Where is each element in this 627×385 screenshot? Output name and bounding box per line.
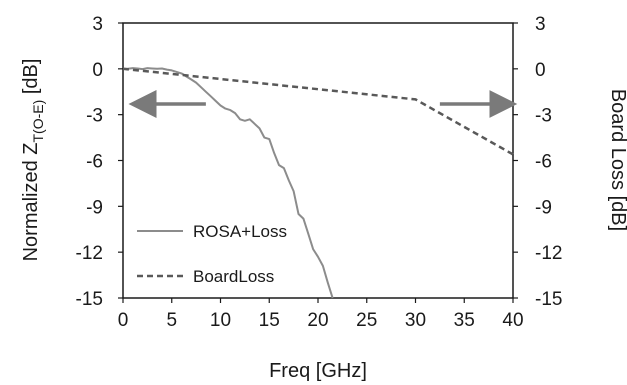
y-right-tick-label: 0 <box>535 60 546 81</box>
x-tick-label: 10 <box>210 310 231 331</box>
y-right-tick-label: -9 <box>535 197 552 218</box>
y-left-tick-label: -6 <box>86 152 103 173</box>
x-tick-label: 0 <box>118 310 129 331</box>
y-right-tick-label: -3 <box>535 106 552 127</box>
x-tick-label: 20 <box>307 310 328 331</box>
y-left-tick-label: -9 <box>86 197 103 218</box>
x-axis: 0 5 10 15 20 25 30 35 40 <box>118 298 524 331</box>
y-right-tick-label: -12 <box>535 243 562 264</box>
x-tick-label: 5 <box>166 310 177 331</box>
legend-label-boardloss: BoardLoss <box>193 267 274 286</box>
y-axis-left-title-subscript: T(O-E) <box>30 100 46 143</box>
y-right-tick-label: -6 <box>535 152 552 173</box>
y-left-tick-label: 0 <box>92 60 103 81</box>
y-axis-left-title: Normalized ZT(O-E) [dB] <box>20 59 46 262</box>
y-right-tick-label: 3 <box>535 14 546 35</box>
x-tick-label: 35 <box>454 310 475 331</box>
y-axis-right-title: Board Loss [dB] <box>607 89 627 231</box>
series-line-rosa-loss <box>123 67 334 299</box>
x-tick-label: 15 <box>259 310 280 331</box>
legend-label-rosa-loss: ROSA+Loss <box>193 222 287 241</box>
x-axis-title: Freq [GHz] <box>269 360 367 382</box>
y-axis-left: 3 0 -3 -6 -9 -12 -15 <box>76 14 123 310</box>
legend: ROSA+Loss BoardLoss <box>137 222 287 286</box>
x-tick-label: 25 <box>356 310 377 331</box>
y-left-tick-label: 3 <box>92 14 103 35</box>
y-right-tick-label: -15 <box>535 289 562 310</box>
y-left-tick-label: -12 <box>76 243 103 264</box>
series-layer <box>122 67 514 299</box>
y-left-tick-label: -3 <box>86 106 103 127</box>
y-axis-right: 3 0 -3 -6 -9 -12 -15 <box>513 14 562 310</box>
y-left-tick-label: -15 <box>76 289 103 310</box>
x-tick-label: 40 <box>502 310 523 331</box>
y-axis-left-title-main: Normalized Z <box>20 142 42 261</box>
y-axis-left-title-unit: [dB] <box>20 59 42 100</box>
x-tick-label: 30 <box>405 310 426 331</box>
series-line-boardloss <box>122 67 514 156</box>
